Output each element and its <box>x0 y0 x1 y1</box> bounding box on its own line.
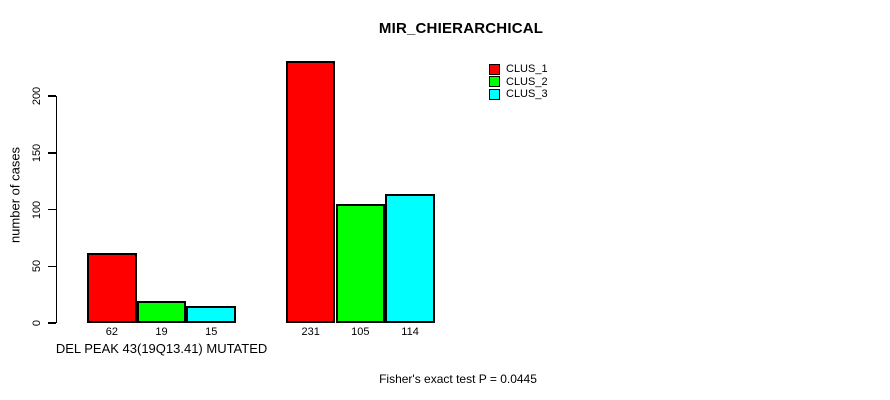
legend-item-clus_1: CLUS_1 <box>489 63 548 76</box>
legend-label: CLUS_3 <box>506 88 548 101</box>
bar-value-label: 19 <box>155 326 168 338</box>
legend-item-clus_2: CLUS_2 <box>489 76 548 89</box>
bar-value-label: 15 <box>205 326 218 338</box>
bar-clus_3-group1 <box>186 305 237 323</box>
bar-clus_1-group2 <box>285 60 336 323</box>
y-axis-line <box>55 96 57 323</box>
bar-clus_2-group2 <box>335 203 386 323</box>
y-axis-label: number of cases <box>7 146 23 244</box>
legend-item-clus_3: CLUS_3 <box>489 88 548 101</box>
y-axis-tick <box>47 322 56 324</box>
y-tick-label: 200 <box>31 86 43 106</box>
y-axis-tick <box>47 208 56 211</box>
y-axis-tick <box>47 152 56 154</box>
bar-value-label: 62 <box>105 326 118 338</box>
bar-clus_1-group1 <box>87 252 137 323</box>
y-tick-label: 150 <box>31 143 43 162</box>
bar-clus_2-group1 <box>136 301 187 323</box>
legend: CLUS_1 CLUS_2 CLUS_3 <box>489 63 548 101</box>
bar-value-label: 105 <box>351 326 370 338</box>
legend-swatch-icon <box>489 63 500 75</box>
legend-swatch-icon <box>489 88 500 100</box>
legend-swatch-icon <box>489 76 500 88</box>
y-tick-label: 100 <box>31 200 43 219</box>
bar-value-label: 114 <box>401 326 419 338</box>
bar-value-label: 231 <box>301 326 320 338</box>
legend-label: CLUS_2 <box>506 75 548 88</box>
bar-clus_3-group2 <box>385 193 435 323</box>
x-category-label: DEL PEAK 43(19Q13.41) MUTATED <box>55 341 268 356</box>
legend-label: CLUS_1 <box>506 63 548 76</box>
chart-title: MIR_CHIERARCHICAL <box>378 20 544 37</box>
y-axis-tick <box>47 95 56 97</box>
stat-annotation: Fisher's exact test P = 0.0445 <box>379 372 537 386</box>
y-axis-tick <box>47 265 56 267</box>
y-tick-label: 50 <box>31 260 43 273</box>
y-tick-label: 0 <box>31 319 43 327</box>
